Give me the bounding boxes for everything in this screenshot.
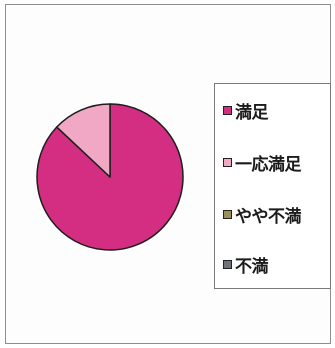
legend-item-3: やや不満 — [223, 202, 302, 227]
chart-frame: 満足 一応満足 やや不満 不満 — [5, 4, 331, 344]
pie-chart — [36, 103, 184, 251]
legend-item-2: 一応満足 — [223, 150, 302, 175]
legend-label-1: 満足 — [235, 103, 269, 123]
legend-swatch-2 — [223, 158, 232, 167]
legend-swatch-1 — [223, 106, 232, 115]
legend: 満足 一応満足 やや不満 不満 — [214, 83, 331, 289]
pie-slice-2 — [56, 103, 111, 178]
legend-swatch-4 — [223, 260, 232, 269]
legend-label-3: やや不満 — [235, 207, 302, 227]
legend-item-4: 不満 — [223, 252, 269, 277]
legend-item-1: 満足 — [223, 98, 269, 123]
legend-swatch-3 — [223, 210, 232, 219]
legend-label-4: 不満 — [235, 257, 269, 277]
legend-label-2: 一応満足 — [235, 155, 302, 175]
